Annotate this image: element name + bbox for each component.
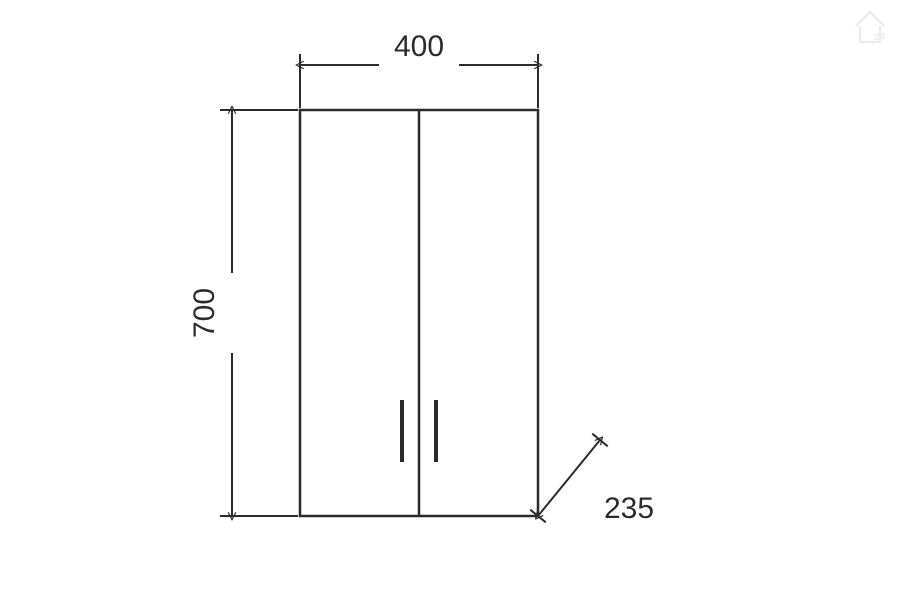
- brand-watermark: 24: [850, 6, 890, 46]
- svg-text:24: 24: [874, 32, 886, 43]
- width-value: 400: [394, 30, 444, 63]
- cabinet-dimension-diagram: 400 700 235: [0, 0, 900, 600]
- depth-dimline: [538, 440, 600, 516]
- depth-value: 235: [604, 492, 654, 525]
- height-value: 700: [188, 288, 221, 338]
